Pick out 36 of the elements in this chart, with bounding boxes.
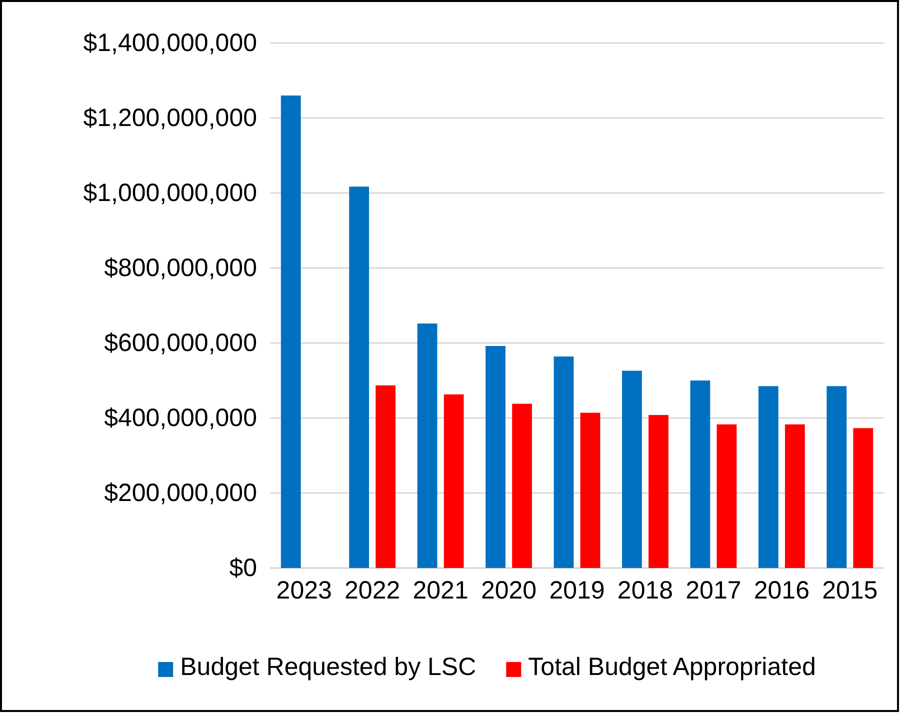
bar: [648, 415, 668, 568]
bar: [486, 346, 506, 568]
x-tick-label: 2020: [480, 576, 537, 604]
x-tick-label: 2015: [822, 576, 878, 604]
bar: [280, 96, 301, 568]
y-tick-label: $1,400,000,000: [83, 29, 257, 57]
y-tick-label: $1,200,000,000: [83, 104, 257, 132]
bar: [417, 324, 438, 568]
bar: [853, 428, 874, 568]
x-tick-label: 2017: [686, 576, 742, 604]
bar: [580, 412, 600, 568]
x-tick-label: 2018: [617, 576, 674, 604]
bar: [376, 385, 396, 568]
legend-label: Budget Requested by LSC: [180, 653, 476, 681]
y-tick-label: $1,000,000,000: [83, 179, 257, 207]
y-tick-label: $200,000,000: [104, 479, 257, 507]
x-tick-label: 2023: [276, 576, 332, 604]
x-tick-label: 2022: [344, 576, 400, 604]
bar: [349, 186, 370, 568]
y-tick-label: $400,000,000: [104, 404, 257, 432]
bar: [512, 404, 532, 568]
bar: [826, 386, 847, 568]
x-tick-label: 2021: [412, 576, 468, 604]
bar: [554, 356, 574, 568]
y-tick-label: $600,000,000: [104, 329, 257, 357]
x-tick-label: 2016: [754, 576, 810, 604]
y-tick-label: $0: [229, 554, 257, 582]
bar: [622, 370, 642, 568]
bar: [784, 424, 805, 568]
legend-label: Total Budget Appropriated: [528, 653, 816, 681]
bar: [444, 394, 464, 568]
x-tick-label: 2019: [549, 576, 605, 604]
bar: [758, 386, 778, 568]
bar: [716, 424, 737, 568]
bar: [690, 380, 710, 568]
y-tick-label: $800,000,000: [104, 254, 257, 282]
